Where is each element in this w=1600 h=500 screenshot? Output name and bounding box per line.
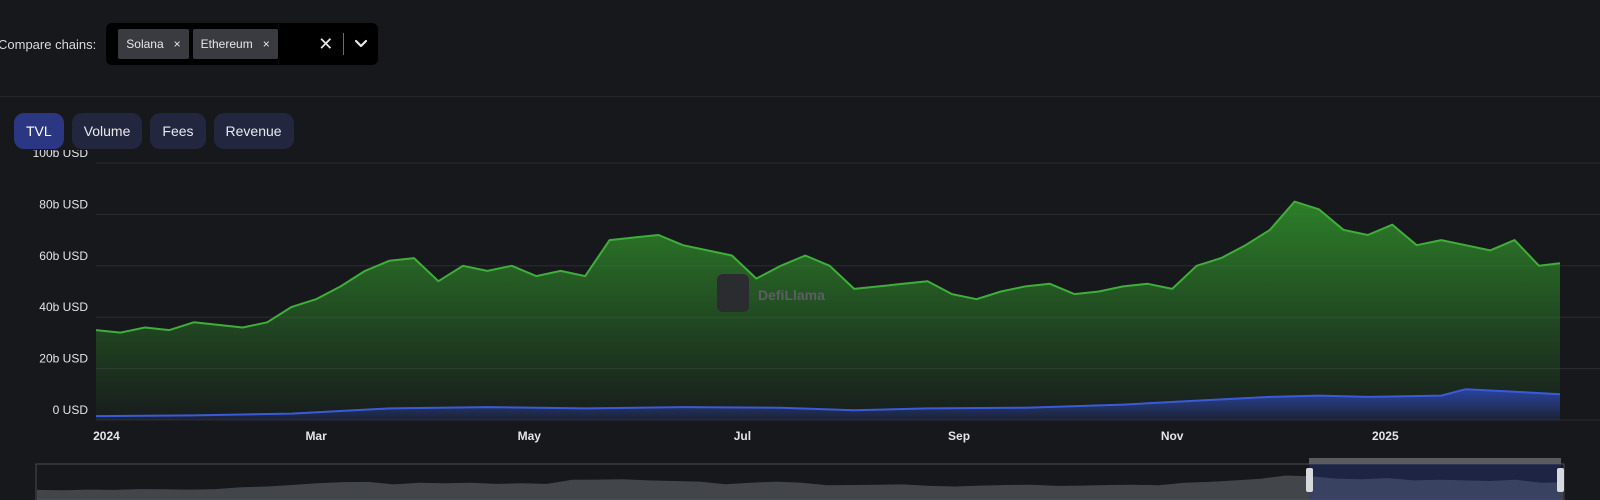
x-tick-label: Sep — [948, 429, 970, 443]
compare-chains-row: Compare chains: Solana × Ethereum × ✕ — [0, 22, 379, 66]
metric-tabs: TVL Volume Fees Revenue — [14, 113, 294, 149]
series-line-ethereum — [95, 200, 1561, 334]
tvl-chart: 0 USD 20b USD 40b USD 60b USD 80b USD 100b US… — [33, 150, 1600, 500]
x-tick-label: 2025 — [1372, 429, 1399, 443]
chip-label: Solana — [126, 37, 164, 51]
y-tick-label: 20b USD — [39, 352, 88, 366]
chip-label: Ethereum — [200, 37, 253, 51]
watermark: DefiLlama — [717, 274, 825, 312]
slider-bar[interactable] — [1309, 458, 1561, 464]
y-tick-label: 40b USD — [39, 300, 88, 314]
tab-fees[interactable]: Fees — [150, 113, 206, 149]
y-tick-label: 60b USD — [39, 249, 88, 263]
close-icon[interactable]: ✕ — [318, 33, 334, 54]
x-tick-label: Mar — [305, 429, 327, 443]
chip-remove-button[interactable]: × — [262, 37, 270, 51]
x-tick-label: 2024 — [93, 429, 120, 443]
chip-ethereum: Ethereum × — [192, 29, 278, 59]
chip-solana: Solana × — [118, 29, 189, 59]
slider-handle-right[interactable] — [1557, 468, 1564, 492]
section-divider — [0, 96, 1600, 97]
chevron-down-icon[interactable] — [354, 39, 368, 49]
llama-logo-icon — [717, 274, 749, 312]
chain-multiselect[interactable]: Solana × Ethereum × ✕ — [106, 23, 379, 65]
tab-tvl[interactable]: TVL — [14, 113, 64, 149]
select-divider — [343, 33, 345, 55]
x-tick-label: Nov — [1161, 429, 1184, 443]
tab-volume[interactable]: Volume — [71, 113, 143, 149]
series-area-ethereum — [96, 201, 1560, 420]
y-tick-label: 0 USD — [53, 403, 89, 417]
range-slider[interactable] — [35, 458, 1565, 500]
slider-overview — [37, 475, 1563, 500]
y-tick-label: 80b USD — [39, 197, 88, 211]
series-line-solana — [95, 388, 1561, 418]
slider-selection[interactable] — [1309, 464, 1561, 500]
x-tick-label: Jul — [734, 429, 751, 443]
tab-revenue[interactable]: Revenue — [213, 113, 294, 149]
y-tick-label: 100b USD — [33, 150, 89, 160]
x-tick-label: May — [518, 429, 542, 443]
chip-remove-button[interactable]: × — [173, 37, 181, 51]
watermark-text: DefiLlama — [758, 287, 825, 303]
compare-chains-label: Compare chains: — [0, 36, 97, 52]
series-area-solana — [96, 389, 1560, 420]
slider-handle-left[interactable] — [1306, 468, 1313, 492]
